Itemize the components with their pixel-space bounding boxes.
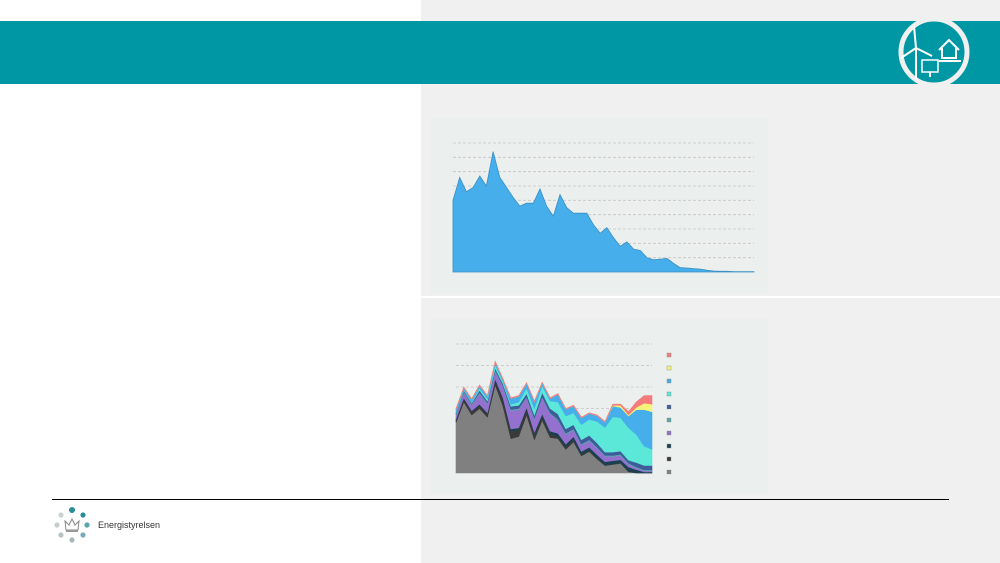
crown-dots-icon [54, 507, 90, 543]
area-series [452, 151, 755, 273]
legend-swatch-1 [666, 469, 672, 475]
legend-swatch-10 [666, 352, 672, 358]
legend-swatch-4 [666, 430, 672, 436]
wind-solar-house-icon [898, 16, 970, 88]
chart-1-svg [452, 142, 755, 273]
legend-swatch-7 [666, 391, 672, 397]
chart-2 [430, 319, 768, 494]
legend-swatch-9 [666, 365, 672, 371]
divider [421, 296, 1000, 298]
legend-swatch-3 [666, 443, 672, 449]
brand-name: Energistyrelsen [98, 520, 161, 530]
chart-2-svg [455, 343, 672, 475]
legend-swatch-2 [666, 456, 672, 462]
area-series-10 [455, 360, 653, 423]
footer-divider [52, 499, 949, 500]
chart-1 [430, 118, 768, 293]
brand-logo: Energistyrelsen [52, 506, 160, 544]
legend-swatch-8 [666, 378, 672, 384]
legend-swatch-5 [666, 417, 672, 423]
legend-swatch-6 [666, 404, 672, 410]
header-bar [0, 21, 1000, 84]
